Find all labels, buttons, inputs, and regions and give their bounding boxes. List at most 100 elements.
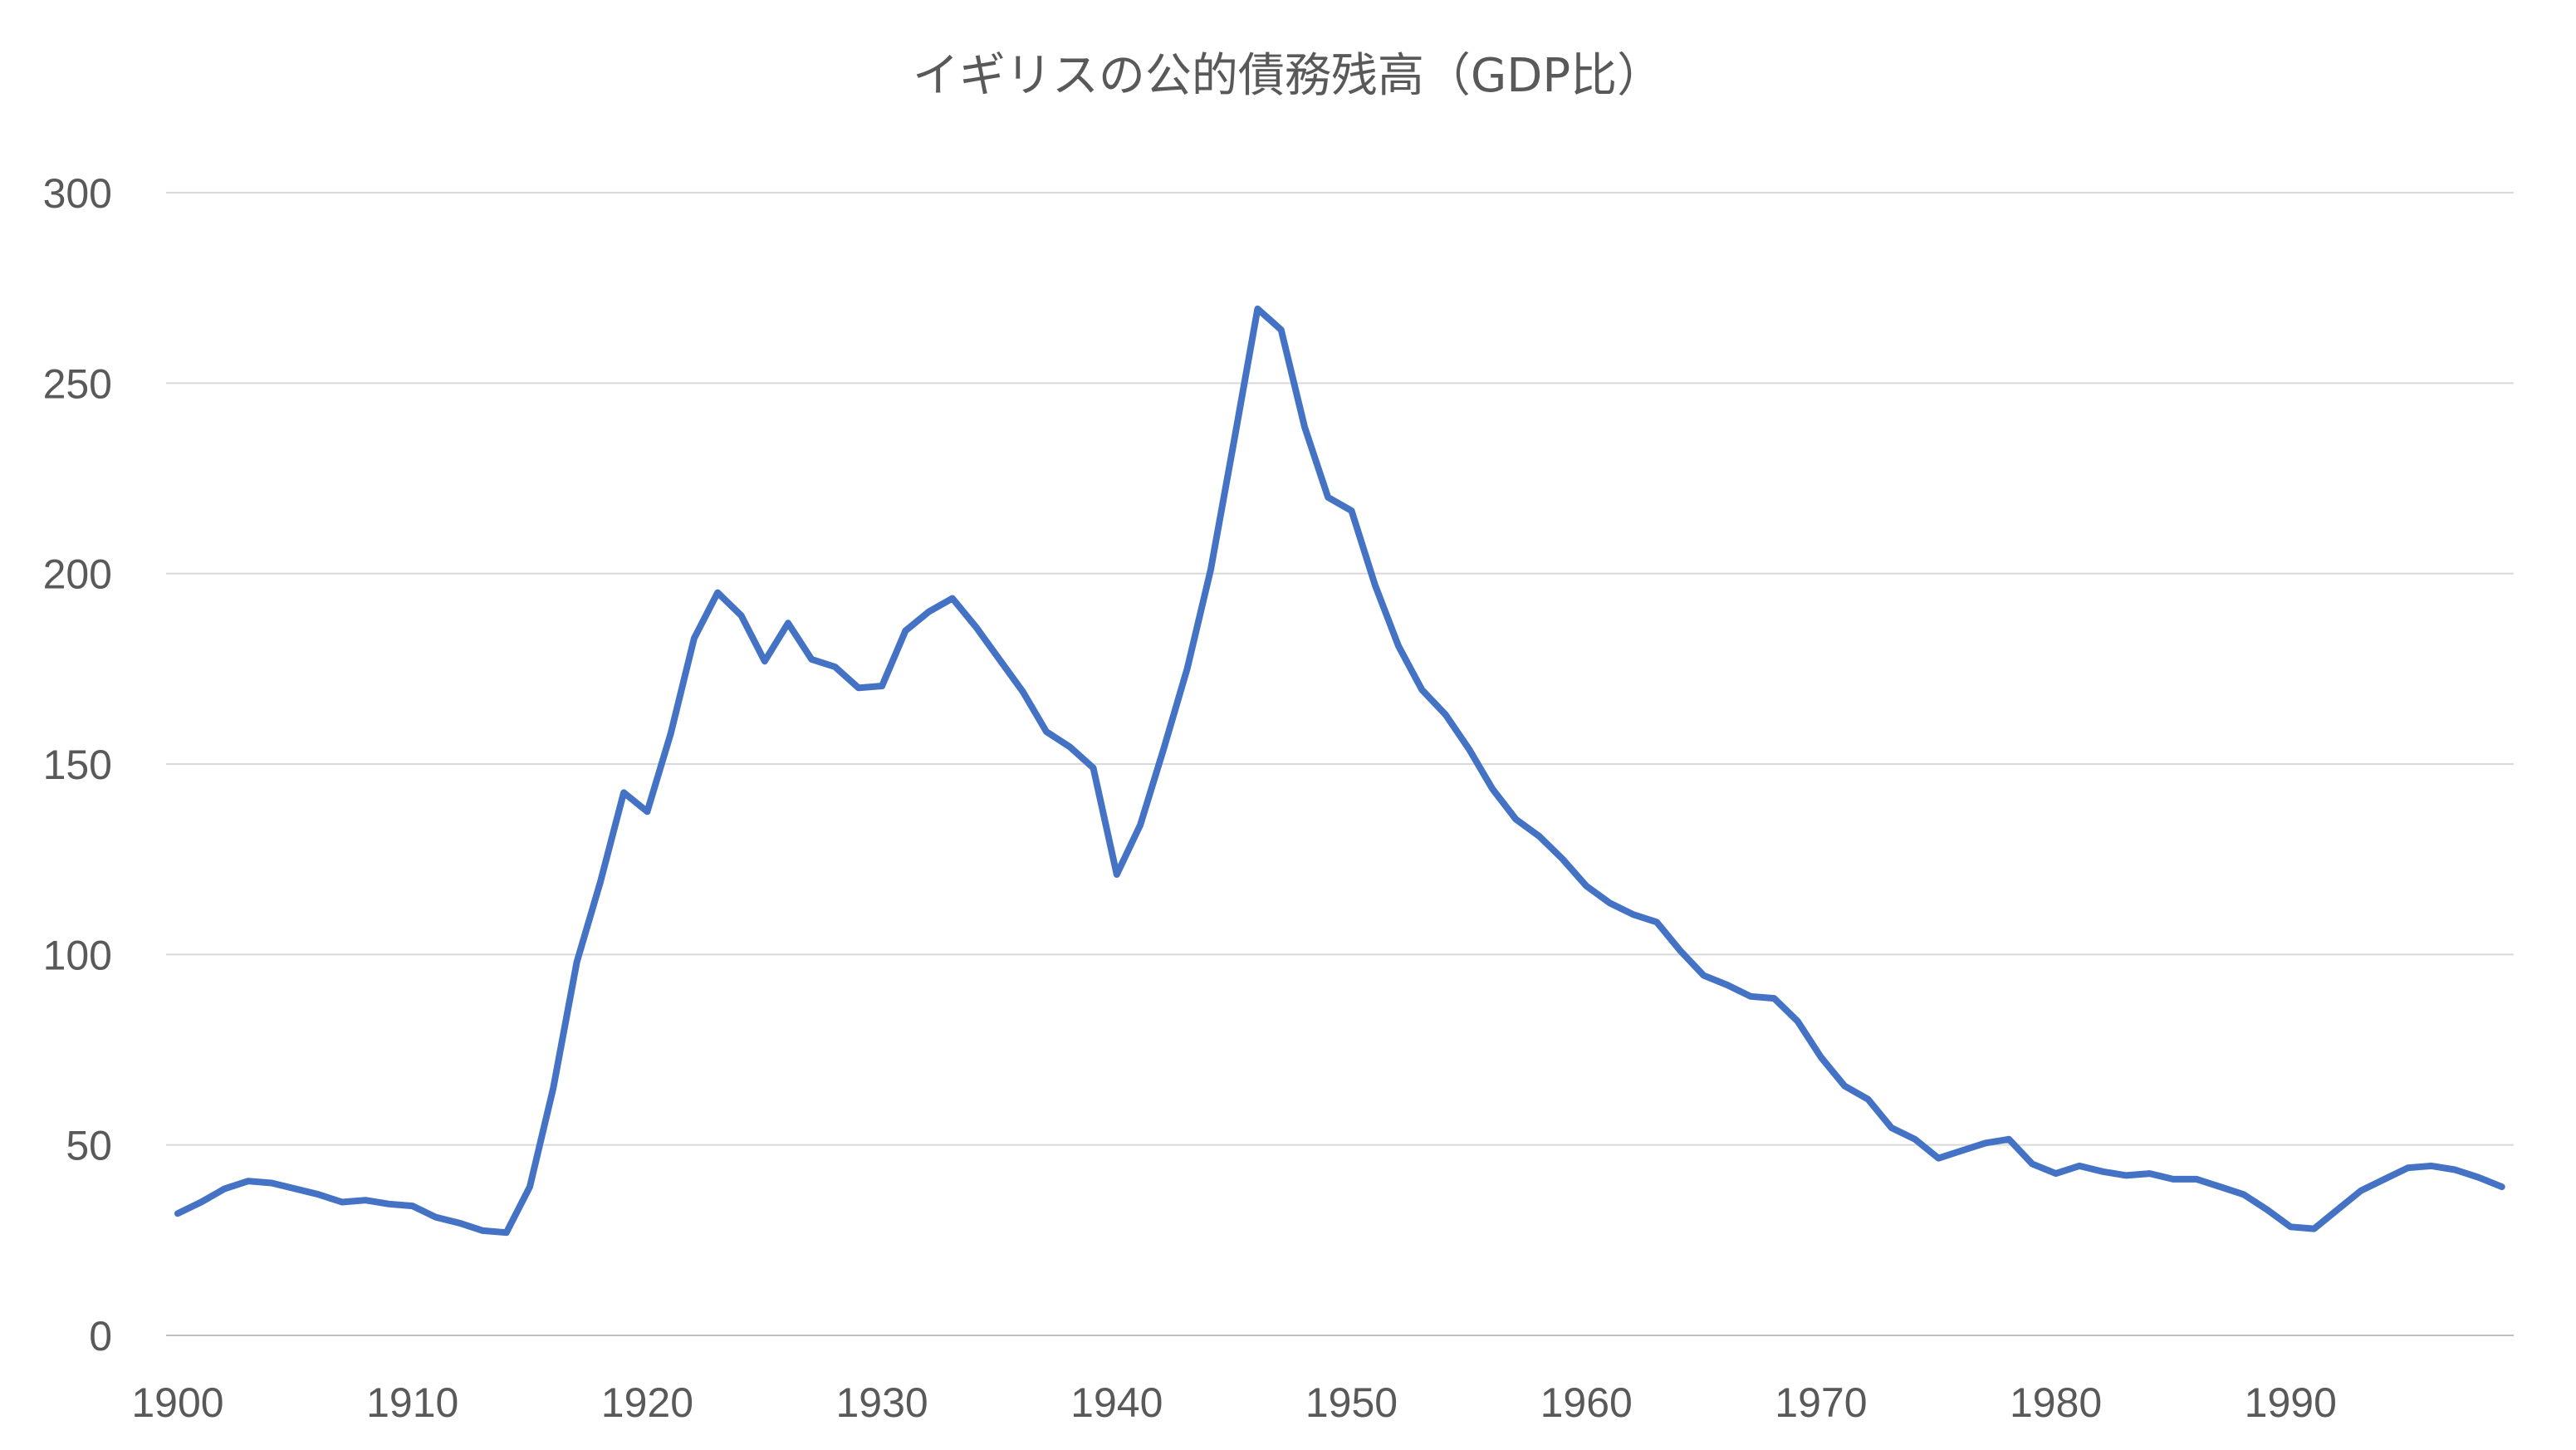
data-point: [2029, 1161, 2035, 1168]
x-tick-label: 1920: [601, 1379, 693, 1426]
data-point: [1653, 918, 1660, 925]
data-point: [785, 620, 791, 626]
data-point: [198, 1199, 204, 1206]
data-point: [1254, 306, 1261, 312]
data-point: [1888, 1124, 1895, 1131]
data-point: [949, 595, 956, 602]
data-point: [597, 879, 604, 885]
data-point: [808, 656, 815, 663]
x-tick-label: 1950: [1305, 1379, 1398, 1426]
data-point: [879, 683, 885, 689]
data-point: [1747, 993, 1754, 1000]
data-point: [2099, 1168, 2106, 1175]
data-point: [902, 628, 908, 634]
data-point: [1630, 911, 1637, 918]
data-point: [245, 1178, 252, 1184]
data-point: [2499, 1183, 2505, 1190]
data-point: [1043, 728, 1050, 735]
y-tick-label: 100: [43, 932, 112, 978]
data-point: [1442, 711, 1449, 718]
x-tick-label: 1930: [835, 1379, 928, 1426]
gridlines: [166, 192, 2514, 1336]
data-point: [1395, 643, 1402, 649]
y-tick-label: 150: [43, 742, 112, 788]
data-point: [362, 1197, 369, 1203]
data-point: [1325, 494, 1331, 501]
data-point: [1841, 1083, 1848, 1090]
data-point: [2170, 1176, 2177, 1183]
data-point: [1512, 816, 1519, 823]
data-point: [2217, 1183, 2224, 1190]
data-point: [526, 1183, 533, 1190]
y-tick-label: 200: [43, 551, 112, 598]
data-point: [1489, 786, 1496, 792]
x-tick-label: 1900: [131, 1379, 223, 1426]
series-line-0: [174, 305, 2505, 1237]
data-point: [339, 1199, 345, 1206]
x-tick-label: 1910: [366, 1379, 458, 1426]
data-point: [972, 624, 979, 630]
data-point: [174, 1210, 181, 1217]
data-point: [2311, 1226, 2318, 1232]
x-tick-label: 1970: [1775, 1379, 1867, 1426]
data-point: [691, 635, 698, 642]
data-point: [1912, 1136, 1918, 1143]
data-point: [1982, 1139, 1989, 1146]
data-point: [1607, 899, 1614, 906]
data-point: [1677, 948, 1683, 954]
data-point: [2123, 1172, 2129, 1178]
data-point: [668, 730, 674, 737]
data-point: [926, 609, 933, 615]
data-point: [1935, 1155, 1942, 1162]
data-point: [644, 808, 650, 815]
data-point: [1160, 746, 1167, 752]
data-point: [503, 1229, 510, 1236]
data-point: [385, 1201, 392, 1208]
data-point: [2005, 1136, 2012, 1143]
data-point: [1020, 688, 1026, 695]
data-point: [1114, 871, 1120, 878]
data-point: [2264, 1207, 2270, 1213]
data-point: [1959, 1148, 1966, 1154]
data-point: [2053, 1170, 2059, 1177]
data-point: [316, 1191, 322, 1198]
x-tick-label: 1990: [2245, 1379, 2337, 1426]
data-point: [1372, 581, 1379, 588]
chart-title: イギリスの公的債務残高（GDP比）: [913, 49, 1663, 103]
data-point: [222, 1185, 228, 1192]
data-point: [409, 1203, 416, 1209]
data-point: [2428, 1163, 2435, 1169]
data-point: [2241, 1191, 2247, 1198]
data-point: [996, 656, 1002, 663]
data-point: [1770, 995, 1777, 1002]
y-tick-label: 300: [43, 170, 112, 217]
data-point: [1560, 856, 1566, 863]
data-point: [1864, 1096, 1871, 1103]
data-point: [2147, 1170, 2153, 1177]
data-point: [1137, 821, 1144, 828]
data-point: [1231, 437, 1237, 443]
data-point: [1536, 833, 1543, 840]
data-point: [620, 789, 627, 796]
data-point: [1184, 665, 1191, 672]
series-layer: [174, 305, 2505, 1237]
data-point: [1207, 566, 1214, 573]
data-point: [433, 1214, 439, 1221]
x-tick-label: 1940: [1070, 1379, 1163, 1426]
data-point: [2193, 1176, 2200, 1183]
data-point: [855, 684, 862, 691]
x-tick-label: 1980: [2010, 1379, 2102, 1426]
data-point: [832, 664, 839, 670]
data-point: [574, 959, 580, 966]
y-tick-label: 0: [89, 1313, 112, 1359]
data-point: [268, 1180, 275, 1187]
data-point: [456, 1220, 463, 1227]
data-point: [1724, 982, 1731, 988]
y-tick-label: 50: [66, 1123, 112, 1169]
data-point: [762, 658, 768, 664]
data-point: [1418, 687, 1425, 693]
data-point: [2451, 1167, 2458, 1173]
x-tick-label: 1960: [1540, 1379, 1633, 1426]
